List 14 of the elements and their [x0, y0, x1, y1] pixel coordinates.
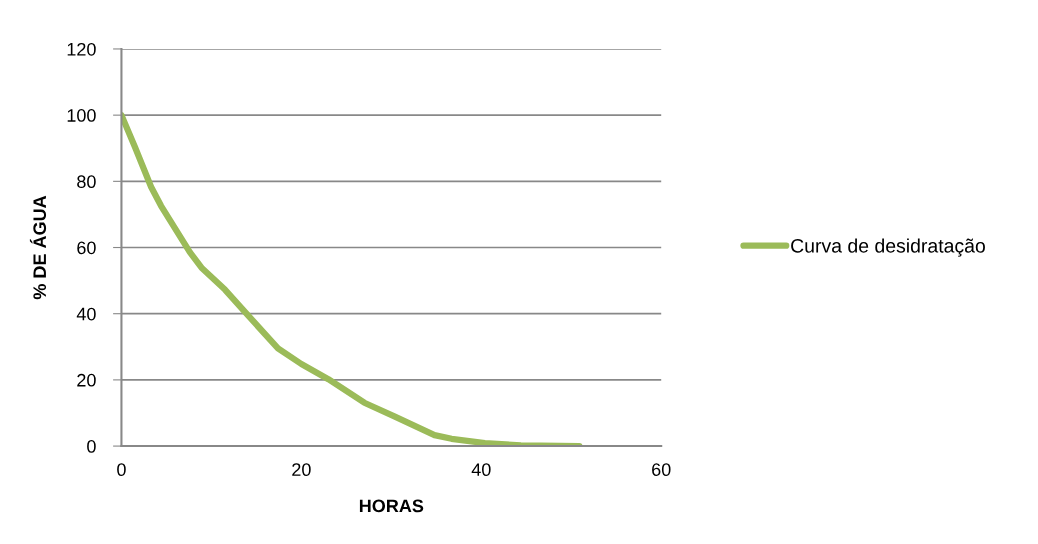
y-tick-label: 60 — [77, 241, 96, 255]
x-tick-label: 20 — [292, 463, 311, 477]
x-axis-title: HORAS — [359, 499, 424, 513]
x-tick-label: 0 — [117, 463, 126, 477]
x-tick-label: 40 — [471, 463, 491, 477]
y-axis-title: % DE ÁGUA — [29, 195, 47, 300]
x-tick-label: 60 — [652, 463, 671, 477]
y-tick-label: 40 — [76, 307, 96, 321]
y-tick-label: 100 — [67, 109, 96, 122]
y-tick-label: 0 — [87, 440, 96, 453]
y-tick-label: 20 — [77, 373, 96, 387]
y-tick-label: 120 — [67, 42, 96, 56]
y-tick-label: 80 — [77, 175, 96, 189]
legend-label: Curva de desidratação — [791, 238, 985, 257]
